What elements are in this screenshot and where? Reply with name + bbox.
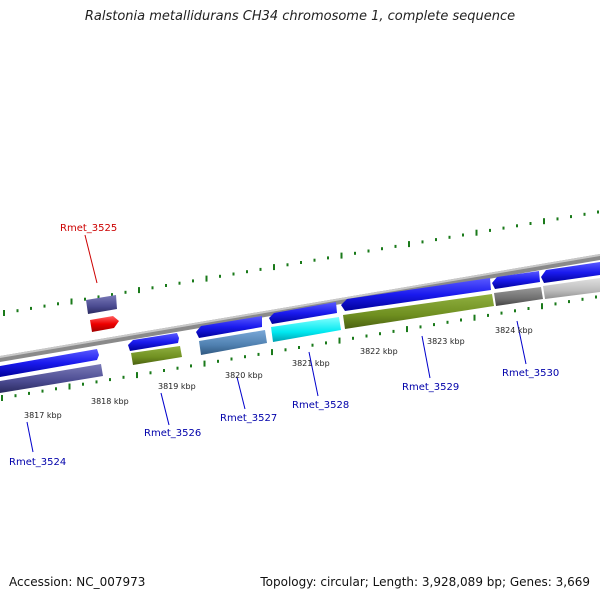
accession-label: Accession: NC_007973 (9, 575, 146, 589)
leader-rmet-3530 (516, 320, 527, 365)
scale-label: 3824 kbp (495, 326, 533, 335)
gene-label-rmet-3526[interactable]: Rmet_3526 (144, 428, 201, 439)
gene-label-rmet-3529[interactable]: Rmet_3529 (402, 382, 459, 393)
leader-rmet-3527 (236, 376, 246, 410)
gene-label-rmet-3527[interactable]: Rmet_3527 (220, 413, 277, 424)
lower-tick-row (1, 295, 597, 401)
leader-rmet-3528 (308, 351, 319, 397)
scale-label: 3821 kbp (292, 359, 330, 368)
map-title: Ralstonia metallidurans CH34 chromosome … (84, 9, 516, 24)
protein-bar-rmet-3526[interactable] (131, 346, 182, 365)
protein-bar-next[interactable] (543, 278, 600, 299)
gene-arrow-rmet-3527[interactable] (196, 316, 262, 338)
scale-label: 3817 kbp (24, 411, 62, 420)
scale-label: 3819 kbp (158, 382, 196, 391)
gene-arrow-rmet-3529[interactable] (341, 278, 491, 311)
gene-arrow-rmet-3530[interactable] (492, 271, 540, 289)
gene-arrow-rmet-3525[interactable] (90, 316, 119, 332)
protein-bar-rmet-3527[interactable] (199, 330, 267, 355)
scale-label: 3818 kbp (91, 397, 129, 406)
gene-arrow-rmet-3528[interactable] (269, 302, 337, 324)
scale-label: 3822 kbp (360, 347, 398, 356)
leader-rmet-3526 (160, 392, 170, 426)
leader-rmet-3524 (26, 421, 34, 453)
leader-rmet-3525 (84, 234, 98, 284)
gene-arrow-rmet-3526[interactable] (128, 333, 179, 351)
scale-label: 3823 kbp (427, 337, 465, 346)
genome-summary: Topology: circular; Length: 3,928,089 bp… (260, 575, 590, 589)
chromosome-backbone-highlight (0, 254, 600, 358)
gene-label-rmet-3528[interactable]: Rmet_3528 (292, 400, 349, 411)
gene-arrow-next[interactable] (541, 262, 600, 283)
protein-bar-rmet-3528[interactable] (271, 317, 341, 342)
leader-rmet-3529 (421, 335, 431, 379)
protein-bar-rmet-3529[interactable] (343, 294, 494, 329)
gene-label-rmet-3524[interactable]: Rmet_3524 (9, 457, 66, 468)
protein-bar-rmet-3524[interactable] (0, 364, 103, 393)
gene-label-rmet-3525[interactable]: Rmet_3525 (60, 223, 117, 234)
gene-label-rmet-3530[interactable]: Rmet_3530 (502, 368, 559, 379)
upper-tick-row (3, 210, 599, 316)
scale-label: 3820 kbp (225, 371, 263, 380)
protein-bar-rmet-3525[interactable] (86, 295, 117, 314)
gene-arrow-rmet-3524[interactable] (0, 349, 99, 377)
protein-bar-rmet-3530[interactable] (494, 287, 543, 306)
